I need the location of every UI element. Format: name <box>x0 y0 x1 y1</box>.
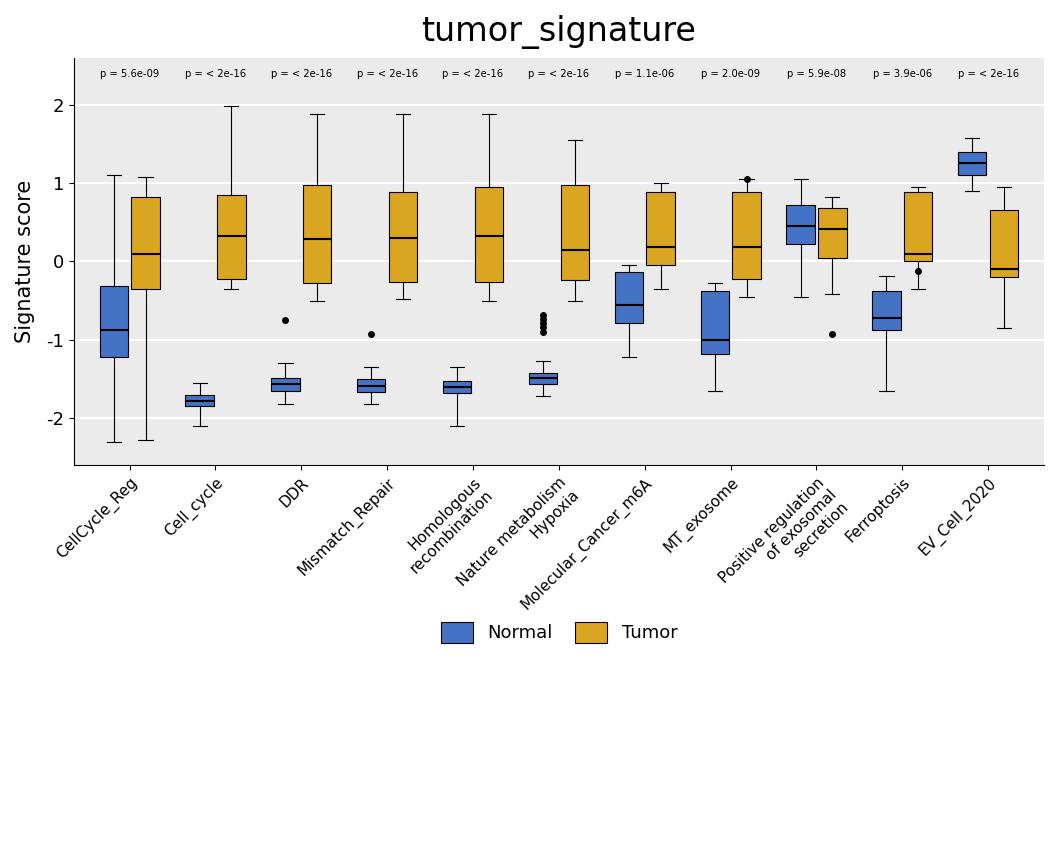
PathPatch shape <box>646 193 675 265</box>
Text: p = 3.9e-06: p = 3.9e-06 <box>873 69 932 80</box>
Text: p = < 2e-16: p = < 2e-16 <box>185 69 246 80</box>
PathPatch shape <box>701 291 729 354</box>
Y-axis label: Signature score: Signature score <box>15 180 35 343</box>
PathPatch shape <box>131 197 160 288</box>
PathPatch shape <box>100 287 128 357</box>
PathPatch shape <box>614 271 643 323</box>
Text: p = < 2e-16: p = < 2e-16 <box>957 69 1019 80</box>
PathPatch shape <box>904 193 932 261</box>
Text: p = 5.6e-09: p = 5.6e-09 <box>100 69 159 80</box>
PathPatch shape <box>560 185 589 280</box>
Text: p = < 2e-16: p = < 2e-16 <box>443 69 504 80</box>
PathPatch shape <box>873 291 900 330</box>
Text: p = < 2e-16: p = < 2e-16 <box>528 69 590 80</box>
Text: p = 2.0e-09: p = 2.0e-09 <box>701 69 760 80</box>
Text: p = < 2e-16: p = < 2e-16 <box>357 69 417 80</box>
PathPatch shape <box>819 208 846 258</box>
PathPatch shape <box>271 378 300 390</box>
PathPatch shape <box>185 395 214 407</box>
Legend: Normal, Tumor: Normal, Tumor <box>432 613 686 651</box>
PathPatch shape <box>990 211 1019 277</box>
PathPatch shape <box>357 379 385 391</box>
PathPatch shape <box>733 193 760 279</box>
PathPatch shape <box>958 152 987 175</box>
PathPatch shape <box>474 187 503 282</box>
PathPatch shape <box>787 205 814 244</box>
Text: p = 1.1e-06: p = 1.1e-06 <box>615 69 675 80</box>
PathPatch shape <box>389 193 417 282</box>
Title: tumor_signature: tumor_signature <box>421 15 697 49</box>
Text: p = 5.9e-08: p = 5.9e-08 <box>787 69 846 80</box>
PathPatch shape <box>528 372 557 384</box>
PathPatch shape <box>303 186 331 283</box>
PathPatch shape <box>443 381 471 393</box>
PathPatch shape <box>217 195 246 279</box>
Text: p = < 2e-16: p = < 2e-16 <box>271 69 331 80</box>
